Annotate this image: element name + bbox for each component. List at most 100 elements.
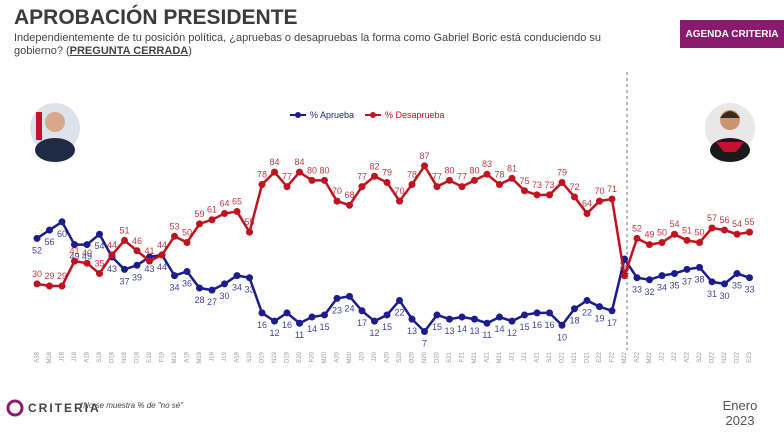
data-label: 33 [632,285,642,295]
x-tick-label: E20 [297,351,303,362]
point [171,272,178,280]
x-tick-label: A18 [85,351,91,362]
subtitle-emphasis: PREGUNTA CERRADA [69,45,189,57]
data-label: 12 [507,328,517,338]
x-tick-label: N18 [122,351,128,363]
point [46,226,53,234]
data-label: 73 [532,180,542,190]
data-label: 70 [332,186,342,196]
data-label: 13 [469,326,479,336]
data-label: 13 [444,326,454,336]
data-label: 43 [107,264,117,274]
data-label: 49 [644,230,654,240]
point [696,263,703,271]
point [208,216,216,224]
data-label: 54 [732,219,742,229]
x-tick-label: A21 [535,351,541,362]
point [558,178,566,186]
x-tick-label: A19 [185,351,191,362]
point [308,313,316,321]
data-label: 13 [407,326,417,336]
data-label: 59 [194,209,204,219]
x-tick-label: S21 [547,351,553,362]
x-tick-label: N21 [572,351,578,363]
point [258,181,266,189]
x-tick-label: M19 [197,351,203,363]
point [33,280,41,288]
data-label: 36 [182,278,192,288]
point [258,309,266,317]
x-tick-label: J21 [522,351,528,361]
data-label: 39 [132,272,142,282]
x-tick-label: O20 [410,351,416,363]
legend-label: % Aprueba [310,110,354,120]
point [496,313,503,321]
data-label: 77 [282,172,292,182]
point [121,236,128,244]
point [233,207,241,215]
data-label: 65 [232,196,242,206]
point [221,280,228,288]
data-label: 54 [94,241,104,251]
data-label: 73 [544,180,554,190]
point [671,270,678,278]
date-year: 2023 [726,413,755,428]
point [133,247,141,255]
point [246,228,253,236]
point [533,191,541,199]
data-label: 43 [144,264,154,274]
data-label: 16 [257,320,267,330]
point [296,168,303,176]
data-label: 12 [369,328,379,338]
point [333,294,341,302]
x-tick-label: J19 [222,351,228,361]
point [521,311,528,319]
x-tick-label: N19 [272,351,278,363]
data-label: 34 [169,283,179,293]
data-label: 35 [732,281,742,291]
point [383,178,391,186]
data-label: 27 [207,297,217,307]
data-label: 84 [269,157,279,167]
data-label: 44 [157,240,167,250]
point [658,272,666,280]
x-tick-label: F21 [460,351,466,362]
data-label: 40 [82,248,92,258]
x-tick-label: M20 [322,351,328,363]
data-label: 70 [394,186,404,196]
data-label: 80 [469,165,479,175]
data-label: 55 [744,217,754,227]
data-label: 22 [582,307,592,317]
data-label: 17 [607,318,617,328]
x-tick-label: D21 [585,351,591,363]
subtitle-end: ) [188,45,192,57]
legend-marker [370,112,376,118]
data-label: 35 [94,259,104,269]
x-tick-label: A19 [235,351,241,362]
subtitle: Independientemente de tu posición políti… [14,32,614,58]
data-label: 79 [557,167,567,177]
x-tick-label: S20 [397,351,403,362]
x-tick-label: A18 [35,351,41,362]
data-label: 11 [295,330,304,340]
point [46,282,53,290]
point [558,321,566,329]
data-label: 55 [244,217,254,227]
data-label: 84 [294,157,304,167]
data-label: 87 [419,151,429,161]
portrait-left [30,103,80,162]
data-label: 52 [32,245,42,255]
point [358,183,366,191]
data-label: 80 [307,165,317,175]
data-label: 78 [407,170,417,180]
data-label: 29 [57,271,67,281]
data-label: 31 [707,289,717,299]
data-label: 19 [594,314,604,324]
point [321,176,328,184]
badge[interactable]: AGENDA CRITERIA [680,20,784,48]
x-tick-label: J19 [210,351,216,361]
point [33,234,41,242]
x-tick-label: A22 [685,351,691,362]
point [571,193,578,201]
